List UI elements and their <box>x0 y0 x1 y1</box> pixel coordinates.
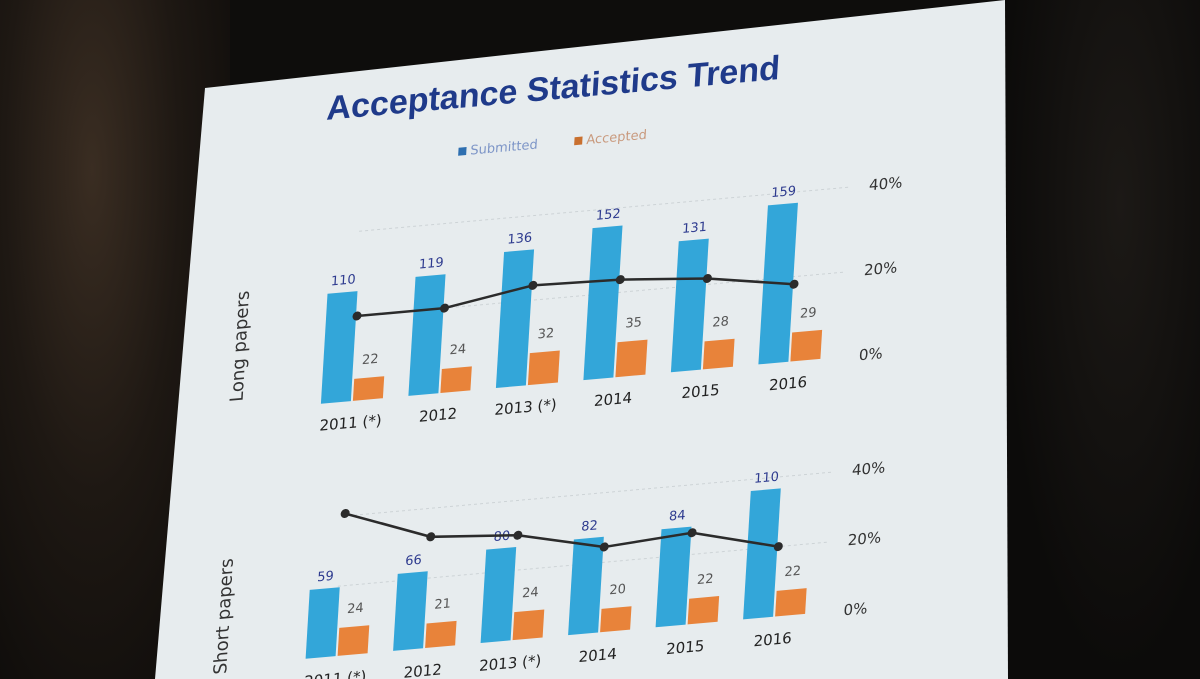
short-bar-accepted-2013 <box>512 609 545 641</box>
long-bar-submitted-2011 <box>320 291 358 404</box>
room-background-right <box>1000 0 1200 679</box>
long-label-accepted-2016: 29 <box>799 305 816 321</box>
long-label-accepted-2011: 22 <box>362 352 379 368</box>
long-rate-line <box>356 277 795 318</box>
long-label-accepted-2013: 32 <box>537 326 554 342</box>
long-gridline <box>353 271 845 317</box>
short-rate-point-2013 <box>513 530 523 540</box>
short-bar-accepted-2011 <box>337 625 370 656</box>
long-category-2013: 2013 (*) <box>494 395 557 419</box>
short-rate-point-2012 <box>426 532 436 542</box>
chart-legend: Submitted Accepted <box>458 128 647 159</box>
long-category-2014: 2014 <box>593 389 632 410</box>
short-bar-accepted-2012 <box>425 620 457 649</box>
long-rate-tick-label: 20% <box>863 258 897 279</box>
short-label-accepted-2012: 21 <box>434 596 451 612</box>
slide-content: Acceptance Statistics Trend Submitted Ac… <box>210 49 903 679</box>
short-category-2016: 2016 <box>753 629 792 650</box>
long-bar-accepted-2012 <box>440 366 472 394</box>
short-rate-line <box>344 512 779 549</box>
short-gridline <box>337 541 828 587</box>
long-rate-tick-label: 0% <box>858 344 883 364</box>
long-label-submitted-2015: 131 <box>682 220 708 237</box>
long-rate-point-2011 <box>352 311 362 321</box>
long-label-submitted-2013: 136 <box>507 231 533 248</box>
legend-label-submitted: Submitted <box>470 138 538 159</box>
slide-surface <box>155 0 1008 679</box>
long-bar-accepted-2013 <box>527 350 560 386</box>
long-category-2016: 2016 <box>768 373 807 394</box>
long-label-submitted-2011: 110 <box>330 272 356 289</box>
long-rate-tick-label: 40% <box>869 173 903 194</box>
long-label-submitted-2014: 152 <box>595 207 621 224</box>
long-rate-point-2015 <box>702 274 712 284</box>
short-rate-point-2015 <box>687 528 697 538</box>
short-label-submitted-2016: 110 <box>754 470 780 487</box>
long-bar-submitted-2015 <box>670 238 709 373</box>
long-category-2015: 2015 <box>681 381 720 402</box>
long-bar-accepted-2015 <box>702 338 735 370</box>
long-gridline <box>359 186 850 232</box>
short-label-accepted-2016: 22 <box>784 564 801 580</box>
long-bar-accepted-2016 <box>790 329 823 362</box>
long-rate-point-2012 <box>439 303 450 313</box>
short-label-submitted-2014: 82 <box>581 518 598 534</box>
short-label-accepted-2015: 22 <box>696 572 713 588</box>
short-label-submitted-2015: 84 <box>668 508 685 524</box>
long-rate-point-2016 <box>789 279 799 289</box>
short-category-2013: 2013 (*) <box>479 651 542 675</box>
short-category-2012: 2012 <box>403 660 442 679</box>
short-bar-submitted-2015 <box>655 526 692 628</box>
short-label-accepted-2013: 24 <box>522 585 539 601</box>
long-rate-point-2013 <box>528 280 538 290</box>
short-rate-tick-label: 40% <box>851 458 885 479</box>
short-bar-accepted-2014 <box>600 606 632 633</box>
short-category-2015: 2015 <box>666 637 705 658</box>
long-category-2011: 2011 (*) <box>319 411 382 435</box>
long-bar-accepted-2011 <box>352 376 385 401</box>
short-label-submitted-2011: 59 <box>317 569 334 585</box>
long-bar-submitted-2014 <box>583 225 623 381</box>
short-gridline <box>341 471 833 517</box>
long-label-accepted-2015: 28 <box>712 314 729 330</box>
legend-swatch-submitted <box>458 146 467 156</box>
short-bar-submitted-2014 <box>568 536 604 636</box>
short-bar-accepted-2016 <box>775 588 807 617</box>
short-bar-submitted-2016 <box>743 488 781 620</box>
short-bar-submitted-2013 <box>480 546 517 644</box>
legend-swatch-accepted <box>574 136 583 146</box>
short-bar-accepted-2015 <box>687 596 720 625</box>
short-bar-submitted-2012 <box>393 571 428 651</box>
short-label-accepted-2011: 24 <box>347 601 364 617</box>
short-rate-tick-label: 20% <box>847 528 881 549</box>
short-rate-point-2011 <box>340 509 350 519</box>
long-bar-submitted-2013 <box>495 249 535 389</box>
long-category-2012: 2012 <box>418 404 457 425</box>
short-label-submitted-2012: 66 <box>405 553 422 569</box>
short-label-accepted-2014: 20 <box>609 582 626 598</box>
short-label-submitted-2013: 80 <box>493 529 510 545</box>
long-label-submitted-2016: 159 <box>771 184 797 201</box>
long-rate-point-2014 <box>615 275 625 285</box>
short-bar-submitted-2011 <box>305 587 340 659</box>
long-label-submitted-2012: 119 <box>418 255 444 272</box>
long-bar-submitted-2012 <box>408 274 446 396</box>
short-rate-tick-label: 0% <box>843 599 868 619</box>
long-label-accepted-2014: 35 <box>625 315 642 331</box>
short-rate-point-2014 <box>599 542 609 552</box>
short-category-2014: 2014 <box>578 645 617 666</box>
short-rate-point-2016 <box>773 542 783 552</box>
short-category-2011: 2011 (*) <box>304 667 367 679</box>
long-label-accepted-2012: 24 <box>449 342 466 358</box>
legend-label-accepted: Accepted <box>586 128 647 148</box>
long-bar-accepted-2014 <box>615 339 648 378</box>
